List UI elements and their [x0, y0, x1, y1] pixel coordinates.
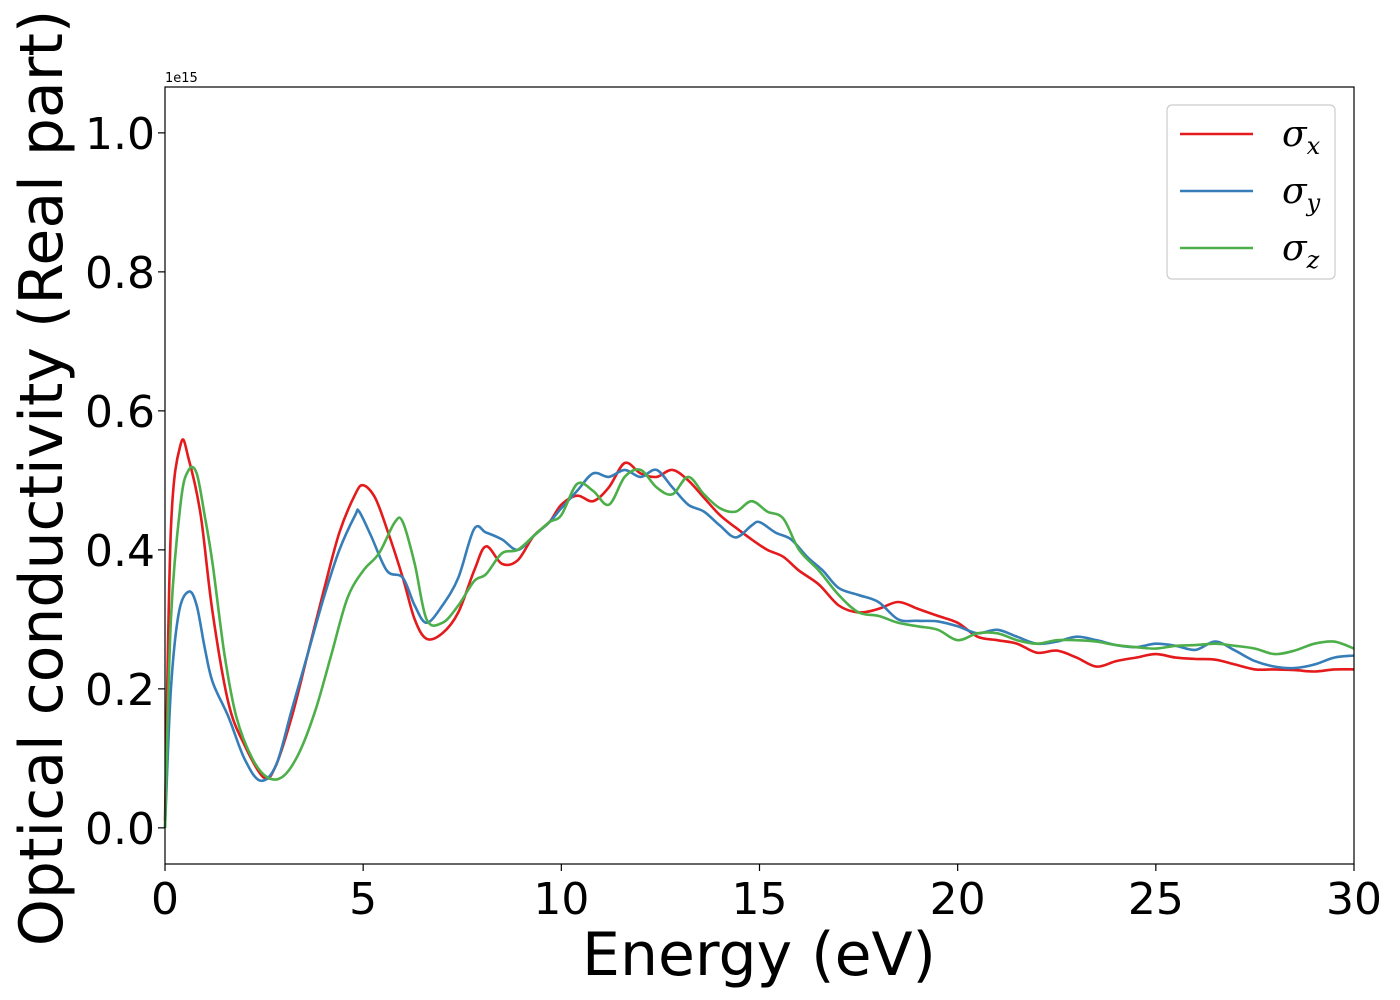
legend: σx σy σz [1166, 104, 1336, 280]
x-tick-label: 20 [930, 874, 986, 925]
x-tick-label: 25 [1128, 874, 1184, 925]
y-tick-label: 0.0 [85, 804, 155, 855]
legend-label-y: σy [1282, 171, 1321, 217]
x-axis: 0 5 10 15 20 25 30 [151, 864, 1382, 925]
y-axis-label: Optical conductivity (Real part) [7, 10, 77, 947]
y-axis: 0.0 0.2 0.4 0.6 0.8 1.0 [85, 109, 165, 855]
x-tick-label: 0 [151, 874, 179, 925]
series-line-z [163, 465, 1355, 828]
plot-lines [163, 438, 1355, 828]
y-tick-label: 0.8 [85, 248, 155, 299]
legend-label-z: σz [1282, 228, 1320, 274]
y-tick-label: 0.6 [85, 387, 155, 438]
x-tick-label: 15 [732, 874, 788, 925]
x-tick-label: 30 [1326, 874, 1382, 925]
x-tick-label: 10 [533, 874, 589, 925]
y-tick-label: 1.0 [85, 109, 155, 160]
y-tick-label: 0.2 [85, 665, 155, 716]
y-tick-label: 0.4 [85, 526, 155, 577]
x-axis-label: Energy (eV) [582, 920, 936, 990]
y-offset-label: 1e15 [165, 71, 198, 86]
legend-label-x: σx [1282, 114, 1321, 160]
x-tick-label: 5 [349, 874, 377, 925]
